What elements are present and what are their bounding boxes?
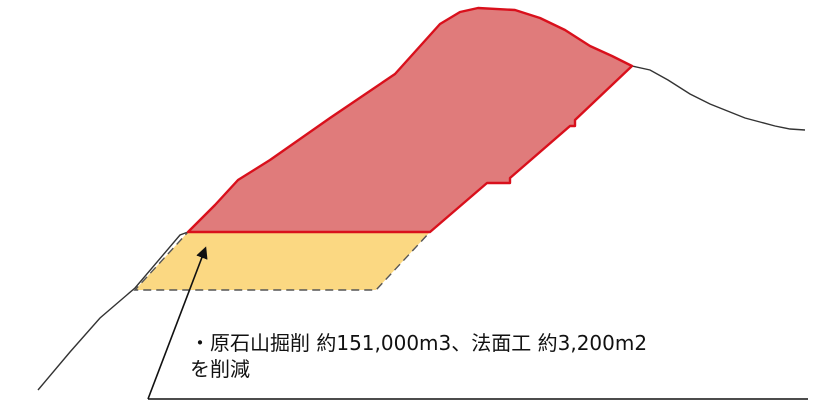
reduction-area	[133, 231, 432, 291]
annotation-line-2: を削減	[190, 357, 250, 381]
leader-arrow	[147, 246, 208, 400]
terrain-line	[37, 65, 806, 391]
excavation-area	[186, 6, 634, 234]
annotation-text: ・原石山掘削 約151,000m3、法面工 約3,200m2 を削減	[190, 330, 800, 382]
annotation-line-1: ・原石山掘削 約151,000m3、法面工 約3,200m2	[190, 331, 648, 355]
